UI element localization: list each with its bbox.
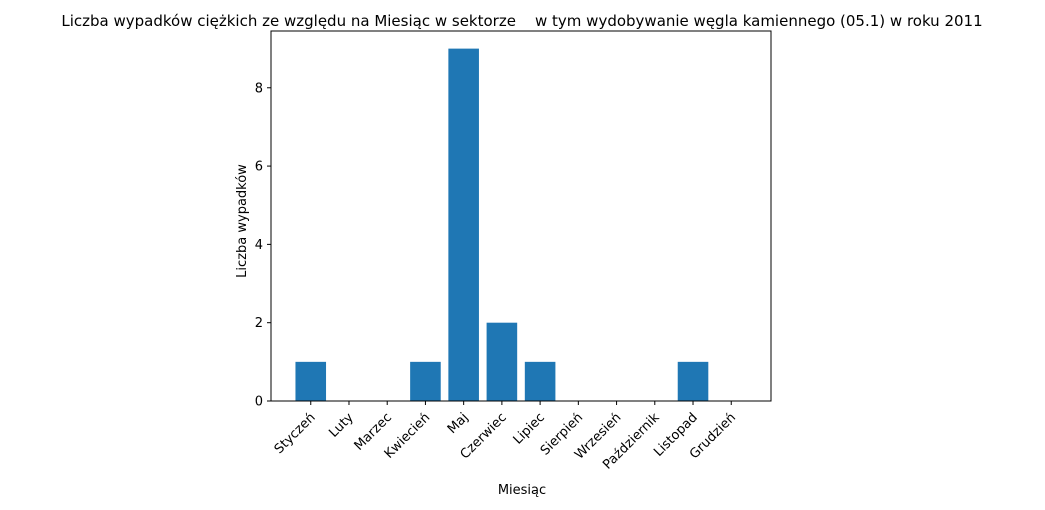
y-tick-label: 0	[255, 395, 263, 410]
plot-area	[270, 30, 772, 402]
y-tick-label: 2	[255, 316, 263, 331]
y-axis: 0 2 4 6 8	[255, 81, 271, 410]
x-tick-label: Lipiec	[511, 410, 548, 447]
x-axis-label: Miesiąc	[498, 483, 546, 498]
bar-czerwiec	[486, 322, 518, 401]
plot-frame	[270, 30, 772, 402]
y-tick-label: 8	[255, 81, 263, 96]
y-axis-label: Liczba wypadków	[235, 164, 250, 278]
x-tick-label: Maj	[445, 410, 472, 437]
x-tick-label: Styczeń	[272, 410, 319, 457]
bar-kwiecień	[410, 361, 441, 401]
bar-listopad	[677, 361, 709, 401]
bar-lipiec	[524, 361, 556, 401]
y-tick-label: 4	[255, 238, 263, 253]
x-tick-label: Luty	[326, 410, 357, 441]
bar-styczeń	[295, 361, 327, 401]
bar-maj	[448, 48, 479, 402]
chart-title: Liczba wypadków ciężkich ze względu na M…	[61, 12, 982, 30]
y-tick-label: 6	[255, 160, 263, 175]
